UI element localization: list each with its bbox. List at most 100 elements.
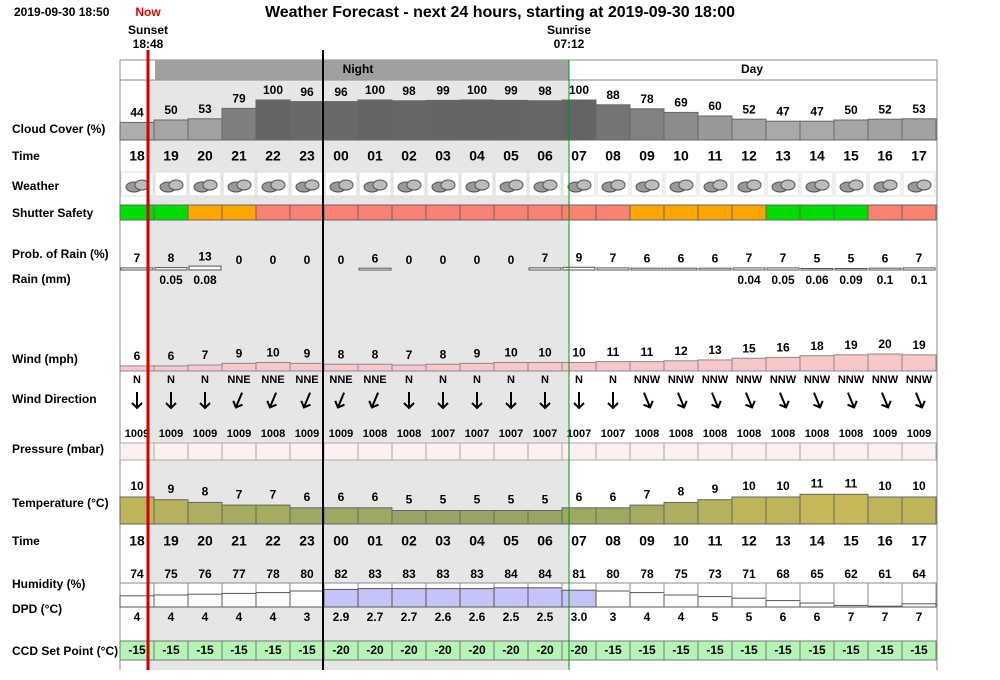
- hour: 20: [197, 148, 213, 164]
- cloud-bar: [867, 118, 903, 141]
- weather-cloud: [576, 179, 592, 191]
- cloud-value: 47: [776, 104, 790, 118]
- wind-dir: N: [473, 374, 481, 386]
- humidity-bar: [765, 600, 801, 608]
- shutter-cell: [595, 204, 631, 221]
- wind-arrow: [403, 392, 415, 410]
- hour: 01: [367, 148, 383, 164]
- hour: 16: [877, 533, 893, 549]
- temperature-value: 7: [236, 487, 243, 501]
- pressure-cell: [153, 442, 189, 461]
- weather-cloud: [202, 179, 218, 191]
- wind-arrow: [881, 392, 892, 409]
- rain-prob-value: 9: [576, 250, 583, 264]
- row-label: Temperature (°C): [12, 496, 109, 510]
- hour: 20: [197, 533, 213, 549]
- temperature-value: 7: [270, 487, 277, 501]
- hour: 21: [231, 533, 247, 549]
- dpd-value: 7: [848, 610, 855, 624]
- ccd-value: -15: [842, 643, 860, 657]
- ccd-value: -15: [196, 643, 214, 657]
- rain-mm-value: 0.09: [839, 273, 863, 287]
- shutter-cell: [629, 204, 665, 221]
- ccd-value: -15: [162, 643, 180, 657]
- cloud-value: 88: [606, 88, 620, 102]
- weather-cloud: [338, 179, 354, 191]
- weather-cloud: [304, 179, 320, 191]
- cloud-value: 96: [334, 85, 348, 99]
- pressure-value: 1009: [193, 428, 217, 440]
- rain-mm-value: 0.1: [911, 273, 928, 287]
- hour: 13: [775, 148, 791, 164]
- hour: 02: [401, 148, 417, 164]
- row-label: Prob. of Rain (%): [12, 247, 109, 261]
- dpd-value: 6: [780, 610, 787, 624]
- wind-bar: [867, 353, 903, 372]
- pressure-cell: [765, 442, 801, 461]
- rain-prob-bar: [528, 267, 562, 271]
- dpd-value: 4: [644, 610, 651, 624]
- cloud-value: 44: [130, 106, 144, 120]
- ccd-value: -20: [502, 643, 520, 657]
- cloud-bar: [663, 111, 699, 141]
- wind-value: 6: [134, 349, 141, 363]
- pressure-cell: [289, 442, 325, 461]
- wind-dir: NNW: [872, 374, 899, 386]
- hour: 03: [435, 148, 451, 164]
- temperature-bar: [901, 496, 937, 525]
- pressure-cell: [391, 442, 427, 461]
- weather-cloud: [168, 179, 184, 191]
- wind-dir: N: [133, 374, 141, 386]
- wind-bar: [391, 364, 427, 372]
- rain-prob-value: 6: [372, 251, 379, 265]
- pressure-cell: [527, 442, 563, 461]
- temperature-bar: [663, 501, 699, 525]
- pressure-value: 1008: [771, 428, 795, 440]
- dpd-value: 4: [134, 610, 141, 624]
- humidity-value: 68: [776, 567, 790, 581]
- cloud-bar: [187, 118, 223, 141]
- rain-prob-bar: [596, 267, 630, 271]
- hour: 04: [469, 533, 485, 549]
- hour: 00: [333, 533, 349, 549]
- pressure-value: 1007: [499, 428, 523, 440]
- wind-value: 16: [776, 341, 790, 355]
- row-label: Humidity (%): [12, 577, 85, 591]
- ccd-value: -20: [536, 643, 554, 657]
- hour: 18: [129, 533, 145, 549]
- shutter-cell: [731, 204, 767, 221]
- humidity-bar: [255, 592, 291, 608]
- cloud-value: 53: [198, 102, 212, 116]
- pressure-cell: [867, 442, 903, 461]
- temperature-value: 10: [130, 479, 144, 493]
- wind-dir: NNW: [804, 374, 831, 386]
- rain-prob-value: 0: [338, 253, 345, 267]
- pressure-cell: [561, 442, 597, 461]
- hour: 06: [537, 148, 553, 164]
- shutter-cell: [833, 204, 869, 221]
- humidity-bar: [425, 588, 461, 608]
- shutter-cell: [323, 204, 359, 221]
- humidity-value: 75: [674, 567, 688, 581]
- weather-cloud: [270, 179, 286, 191]
- wind-arrow: [573, 392, 585, 410]
- pressure-value: 1008: [261, 428, 285, 440]
- shutter-cell: [153, 204, 189, 221]
- dpd-value: 3: [610, 610, 617, 624]
- temperature-value: 5: [440, 493, 447, 507]
- pressure-value: 1007: [601, 428, 625, 440]
- night-label: Night: [343, 62, 374, 76]
- wind-bar: [323, 363, 359, 372]
- cloud-value: 98: [402, 84, 416, 98]
- wind-value: 20: [878, 337, 892, 351]
- cloud-bar: [493, 99, 529, 141]
- hour: 12: [741, 533, 757, 549]
- row-label: Rain (mm): [12, 272, 71, 286]
- wind-value: 9: [304, 347, 311, 361]
- temperature-bar: [153, 499, 189, 525]
- pressure-value: 1007: [431, 428, 455, 440]
- cloud-bar: [221, 107, 257, 141]
- hour: 11: [708, 533, 723, 549]
- rain-prob-value: 6: [678, 251, 685, 265]
- cloud-value: 78: [640, 92, 654, 106]
